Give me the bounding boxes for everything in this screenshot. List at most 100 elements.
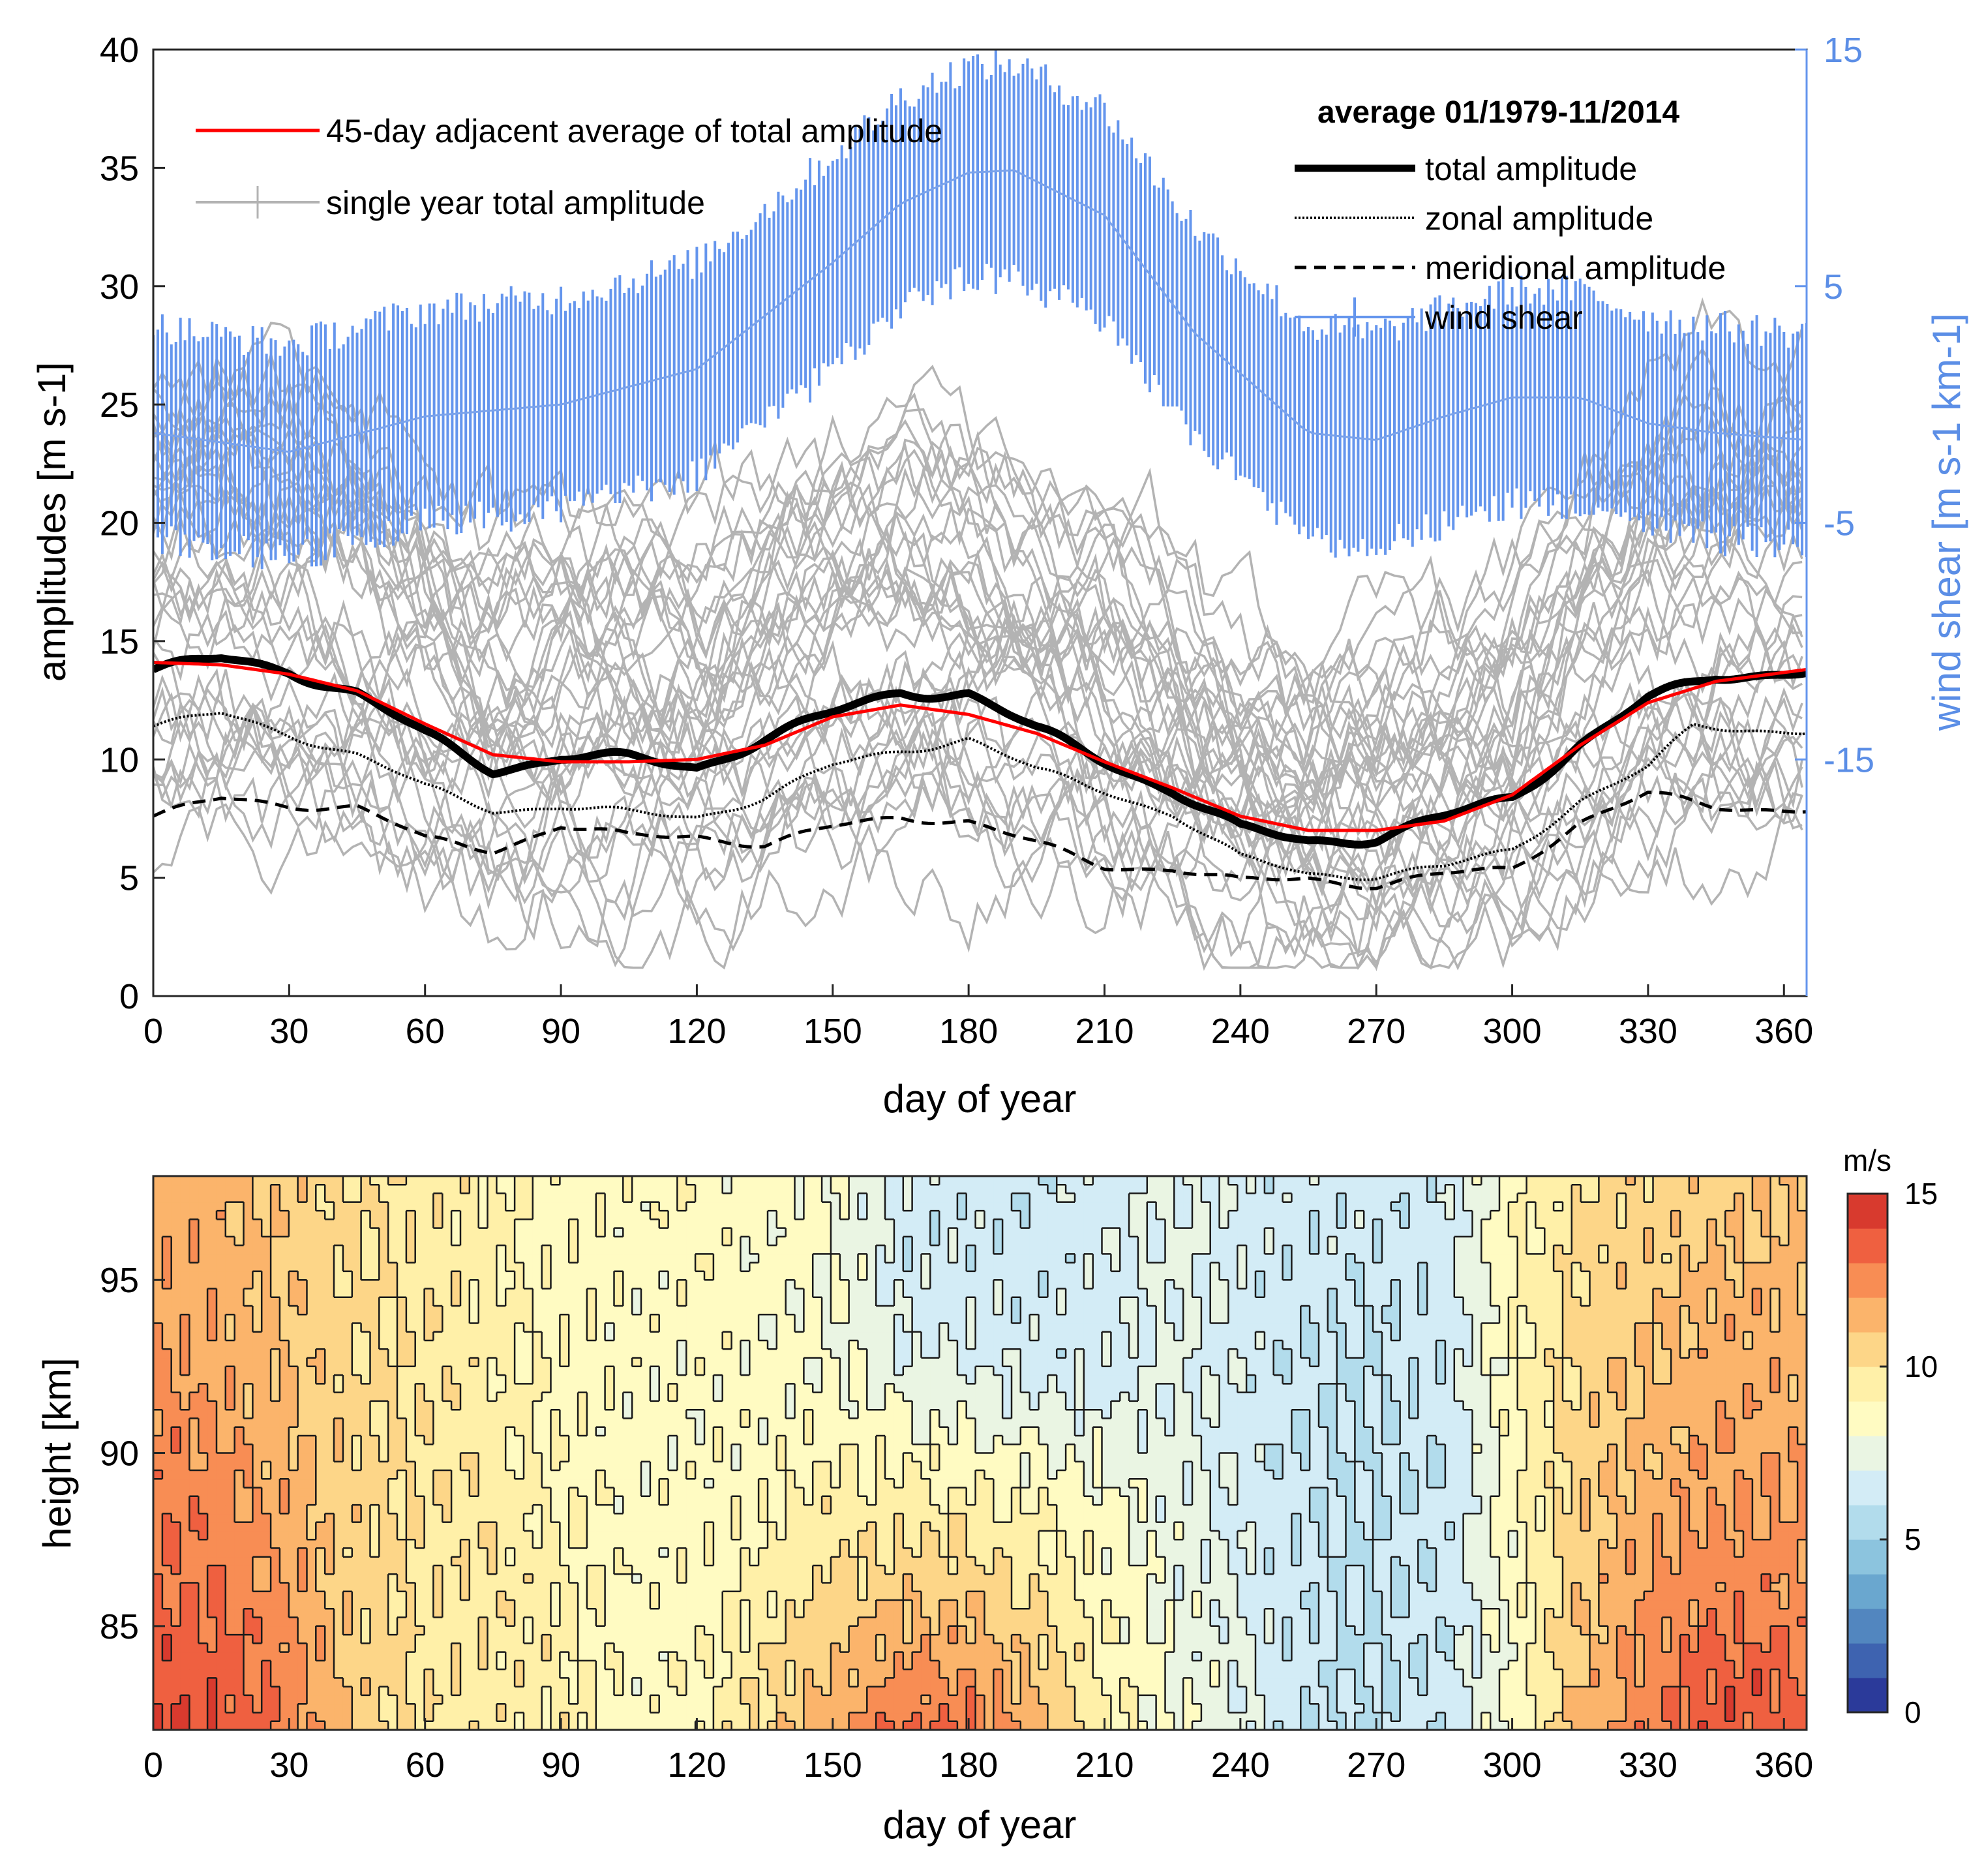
contour-cell [406, 1574, 416, 1584]
contour-cell [623, 1323, 633, 1333]
contour-cell [334, 1582, 344, 1592]
contour-cell [352, 1444, 362, 1454]
contour-cell [307, 1271, 317, 1280]
contour-cell [180, 1600, 190, 1610]
contour-cell [171, 1461, 181, 1471]
contour-cell [478, 1487, 488, 1497]
contour-cell [686, 1427, 696, 1436]
contour-cell [641, 1600, 651, 1610]
contour-cell [595, 1626, 606, 1635]
contour-cell [424, 1582, 434, 1592]
contour-cell [316, 1400, 325, 1410]
contour-cell [595, 1297, 606, 1307]
contour-cell [171, 1600, 181, 1610]
contour-cell [361, 1530, 371, 1540]
contour-cell [262, 1591, 271, 1601]
contour-cell [307, 1185, 317, 1194]
contour-cell [316, 1565, 325, 1575]
contour-cell [297, 1202, 308, 1211]
contour-cell [749, 1202, 759, 1211]
contour-cell [641, 1496, 651, 1505]
contour-cell [785, 1530, 796, 1540]
contour-cell [451, 1496, 461, 1505]
contour-cell [614, 1678, 624, 1687]
contour-cell [641, 1427, 651, 1436]
contour-cell [271, 1176, 280, 1186]
contour-cell [406, 1410, 416, 1419]
contour-cell [243, 1202, 254, 1211]
contour-cell [614, 1219, 624, 1229]
contour-cell [442, 1262, 452, 1272]
contour-cell [271, 1574, 280, 1584]
contour-cell [722, 1652, 732, 1661]
contour-cell [180, 1410, 190, 1419]
contour-cell [216, 1323, 226, 1333]
contour-cell [153, 1582, 163, 1592]
contour-cell [695, 1418, 705, 1428]
contour-cell [460, 1349, 470, 1359]
contour-cell [569, 1617, 579, 1627]
contour-cell [623, 1660, 633, 1670]
contour-cell [352, 1626, 362, 1635]
contour-cell [749, 1418, 759, 1428]
contour-cell [316, 1530, 325, 1540]
contour-cell [252, 1211, 263, 1220]
contour-cell [316, 1548, 325, 1558]
contour-cell [650, 1331, 660, 1341]
contour-cell [279, 1349, 290, 1359]
contour-cell [189, 1591, 200, 1601]
contour-cell [704, 1695, 714, 1705]
contour-cell [785, 1600, 796, 1610]
contour-cell [279, 1219, 290, 1229]
contour-cell [695, 1652, 705, 1661]
contour-cell [515, 1193, 524, 1203]
contour-cell [713, 1418, 723, 1428]
contour-cell [379, 1392, 389, 1402]
contour-cell [225, 1496, 235, 1505]
contour-cell [252, 1340, 263, 1350]
contour-cell [523, 1513, 534, 1523]
contour-cell [460, 1609, 470, 1618]
contour-cell [279, 1288, 290, 1298]
contour-cell [406, 1470, 416, 1480]
contour-cell [451, 1228, 461, 1237]
contour-cell [641, 1695, 651, 1705]
contour-cell [578, 1262, 588, 1272]
contour-cell [623, 1349, 633, 1359]
contour-cell [162, 1254, 172, 1263]
contour-cell [740, 1461, 751, 1471]
contour-cell [262, 1176, 271, 1186]
contour-cell [180, 1643, 190, 1653]
contour-cell [776, 1470, 787, 1480]
contour-cell [623, 1262, 633, 1272]
contour-cell [379, 1202, 389, 1211]
contour-cell [279, 1522, 290, 1532]
contour-cell [776, 1721, 787, 1730]
contour-cell [207, 1548, 217, 1558]
contour-cell [271, 1228, 280, 1237]
contour-cell [650, 1591, 660, 1601]
contour-cell [388, 1721, 398, 1730]
contour-cell [342, 1652, 353, 1661]
contour-cell [198, 1635, 208, 1644]
contour-cell [307, 1418, 317, 1428]
contour-cell [379, 1418, 389, 1428]
contour-cell [171, 1357, 181, 1367]
contour-cell [505, 1366, 515, 1376]
contour-cell [225, 1678, 235, 1687]
contour-cell [759, 1400, 768, 1410]
contour-cell [342, 1721, 353, 1730]
contour-cell [550, 1479, 561, 1489]
contour-cell [252, 1280, 263, 1290]
contour-cell [252, 1513, 263, 1523]
contour-cell [424, 1695, 434, 1705]
contour-cell [180, 1617, 190, 1627]
contour-cell [515, 1314, 524, 1324]
contour-cell [731, 1548, 742, 1558]
contour-cell [496, 1366, 507, 1376]
contour-cell [424, 1288, 434, 1298]
contour-cell [668, 1331, 678, 1341]
contour-cell [379, 1496, 389, 1505]
contour-cell [677, 1643, 687, 1653]
contour-cell [578, 1591, 588, 1601]
